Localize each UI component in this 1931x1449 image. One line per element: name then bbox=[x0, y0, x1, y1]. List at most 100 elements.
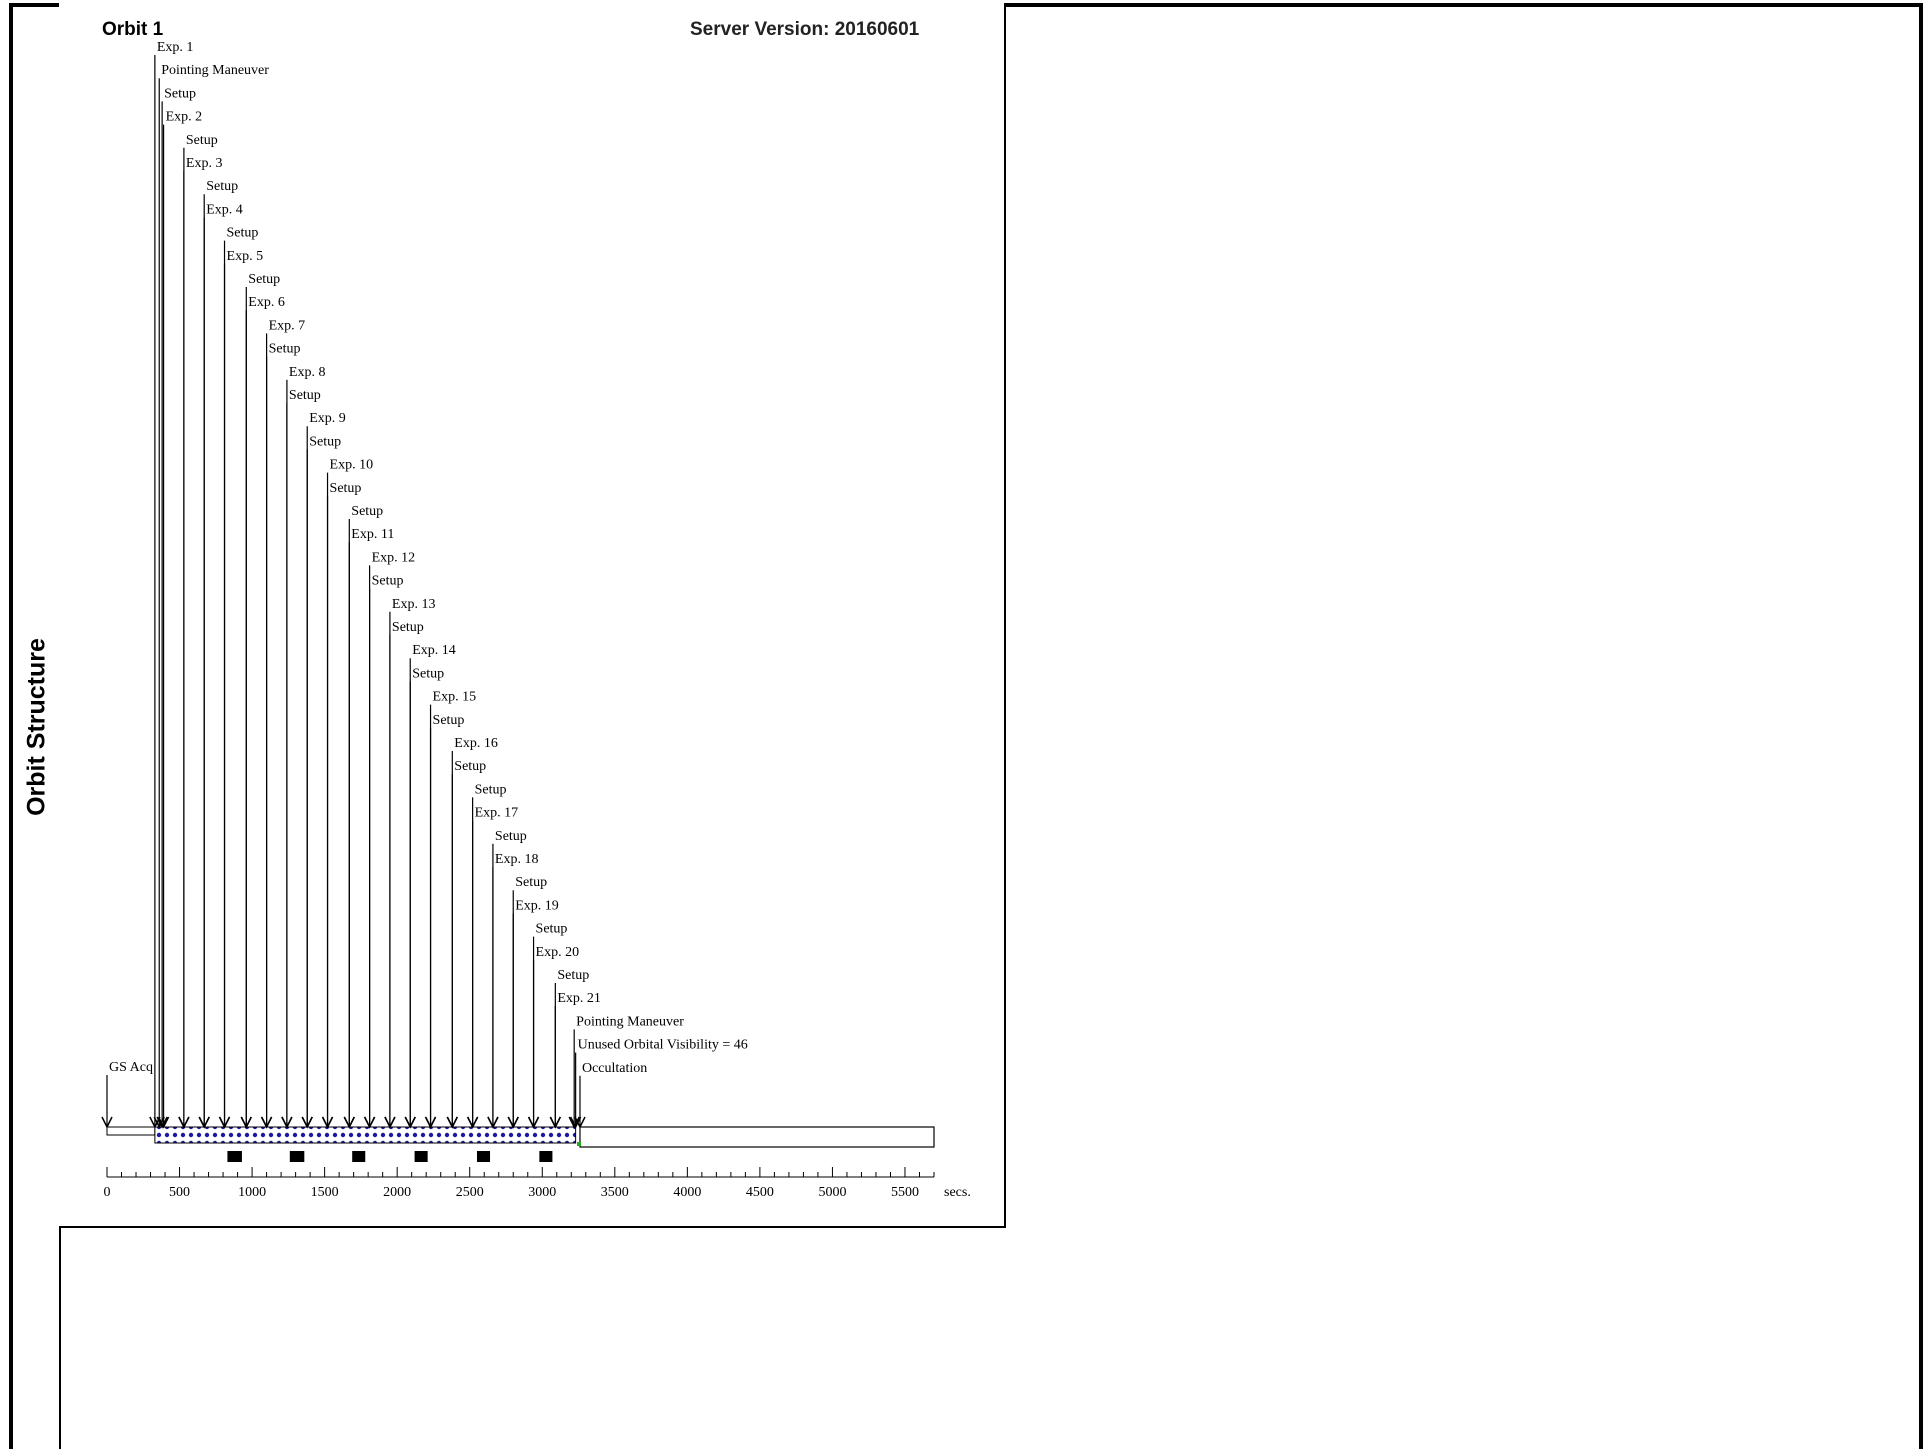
event-label: Exp. 7 bbox=[269, 318, 306, 333]
visibility-bar bbox=[154, 1126, 577, 1144]
timeline-events: GS Acq Exp. 1 Pointing Maneuver Setup Exp. 2… bbox=[101, 40, 748, 1129]
event-label: Exp. 14 bbox=[412, 643, 456, 658]
event-arrow bbox=[568, 1116, 580, 1129]
event-arrow bbox=[301, 1116, 313, 1129]
event-label: Exp. 19 bbox=[515, 898, 559, 913]
event-label: Setup bbox=[454, 759, 486, 774]
visibility-end-marker bbox=[576, 1142, 581, 1146]
pre-acq-bar bbox=[106, 1126, 156, 1136]
event-label: Exp. 2 bbox=[166, 110, 203, 125]
event-label: Exp. 4 bbox=[206, 202, 243, 217]
tick-label: 4000 bbox=[673, 1185, 701, 1200]
occultation-bar bbox=[579, 1126, 935, 1148]
event-arrow bbox=[281, 1116, 293, 1129]
time-axis: 0 500 1000 1500 2000 2500 3000 3500 4000 4500 5000… bbox=[104, 1167, 971, 1200]
event-arrow bbox=[384, 1116, 396, 1129]
event-label: Setup bbox=[186, 133, 218, 148]
orbit-title: Orbit 1 bbox=[102, 19, 164, 40]
event-arrow bbox=[343, 1116, 355, 1129]
event-arrow bbox=[466, 1116, 479, 1129]
side-label: Orbit Structure bbox=[22, 638, 51, 816]
tick-label: 5500 bbox=[891, 1185, 919, 1200]
event-label: GS Acq bbox=[109, 1060, 153, 1075]
event-label: Setup bbox=[227, 226, 259, 241]
event-label: Exp. 8 bbox=[289, 365, 326, 380]
tick-label: 4500 bbox=[746, 1185, 774, 1200]
orbit-panel: Orbit 1 Server Version: 20160601 GS Acq E… bbox=[59, 3, 1006, 1228]
event-label: Exp. 11 bbox=[351, 527, 394, 542]
dark-block bbox=[352, 1151, 366, 1162]
event-arrow bbox=[101, 1116, 113, 1129]
tick-label: 500 bbox=[169, 1185, 190, 1200]
event-label: Setup bbox=[433, 713, 465, 728]
event-label: Exp. 21 bbox=[557, 991, 601, 1006]
event-label: Setup bbox=[206, 179, 238, 194]
event-label: Setup bbox=[412, 666, 444, 681]
event-label: Setup bbox=[289, 388, 321, 403]
event-arrow bbox=[218, 1116, 231, 1129]
event-arrow bbox=[549, 1116, 561, 1129]
event-label: Exp. 16 bbox=[454, 736, 498, 751]
event-arrow bbox=[363, 1116, 376, 1129]
event-label: Setup bbox=[372, 574, 404, 589]
event-label: Exp. 15 bbox=[433, 690, 477, 705]
event-label: Exp. 18 bbox=[495, 852, 539, 867]
tick-label: 2000 bbox=[383, 1185, 411, 1200]
event-arrow bbox=[424, 1116, 437, 1129]
tick-label: 1500 bbox=[311, 1185, 339, 1200]
event-arrow bbox=[240, 1116, 252, 1129]
event-arrow bbox=[178, 1116, 190, 1129]
event-label: Exp. 17 bbox=[475, 806, 519, 821]
event-label: Occultation bbox=[582, 1061, 647, 1076]
event-arrow bbox=[198, 1116, 210, 1129]
axis-unit-label: secs. bbox=[944, 1185, 971, 1200]
event-arrow bbox=[321, 1116, 334, 1129]
event-label: Exp. 5 bbox=[227, 249, 264, 264]
event-label: Setup bbox=[475, 782, 507, 797]
event-label: Setup bbox=[515, 875, 547, 890]
tick-label: 2500 bbox=[456, 1185, 484, 1200]
event-label: Exp. 1 bbox=[157, 40, 194, 55]
event-label: Exp. 9 bbox=[309, 411, 346, 426]
event-label: Unused Orbital Visibility = 46 bbox=[578, 1038, 748, 1053]
dark-block bbox=[227, 1151, 242, 1162]
event-arrow bbox=[487, 1116, 499, 1129]
event-label: Exp. 3 bbox=[186, 156, 223, 171]
event-arrow bbox=[574, 1116, 586, 1129]
tick-label: 5000 bbox=[818, 1185, 846, 1200]
orbit-timeline: GS Acq Exp. 1 Pointing Maneuver Setup Exp. 2… bbox=[101, 40, 971, 1200]
event-label: Exp. 10 bbox=[330, 458, 374, 473]
event-label: Exp. 12 bbox=[372, 550, 416, 565]
side-column: Orbit Structure bbox=[13, 7, 61, 1449]
timeline-bars bbox=[106, 1126, 935, 1162]
event-arrow bbox=[507, 1116, 519, 1129]
event-label: Exp. 6 bbox=[248, 295, 285, 310]
dark-block bbox=[539, 1151, 553, 1162]
event-label: Exp. 13 bbox=[392, 597, 436, 612]
event-label: Setup bbox=[269, 342, 301, 357]
event-label: Setup bbox=[309, 434, 341, 449]
event-label: Setup bbox=[330, 481, 362, 496]
event-arrow bbox=[156, 1116, 168, 1129]
event-arrow bbox=[527, 1116, 540, 1129]
event-label: Exp. 20 bbox=[536, 945, 580, 960]
event-label: Setup bbox=[536, 922, 568, 937]
event-label: Setup bbox=[495, 829, 527, 844]
event-arrow bbox=[569, 1116, 582, 1129]
event-label: Pointing Maneuver bbox=[161, 63, 269, 78]
tick-label: 3500 bbox=[601, 1185, 629, 1200]
event-arrow bbox=[446, 1116, 458, 1129]
server-version: Server Version: 20160601 bbox=[690, 19, 920, 40]
event-arrow bbox=[157, 1116, 170, 1129]
event-label: Setup bbox=[248, 272, 280, 287]
tick-label: 0 bbox=[104, 1185, 111, 1200]
event-label: Setup bbox=[557, 968, 589, 983]
event-arrow bbox=[260, 1116, 273, 1129]
tick-label: 3000 bbox=[528, 1185, 556, 1200]
event-label: Setup bbox=[392, 620, 424, 635]
event-label: Setup bbox=[164, 86, 196, 101]
dark-block bbox=[289, 1151, 305, 1162]
tick-label: 1000 bbox=[238, 1185, 266, 1200]
event-label: Pointing Maneuver bbox=[576, 1014, 684, 1029]
event-arrow bbox=[404, 1116, 416, 1129]
